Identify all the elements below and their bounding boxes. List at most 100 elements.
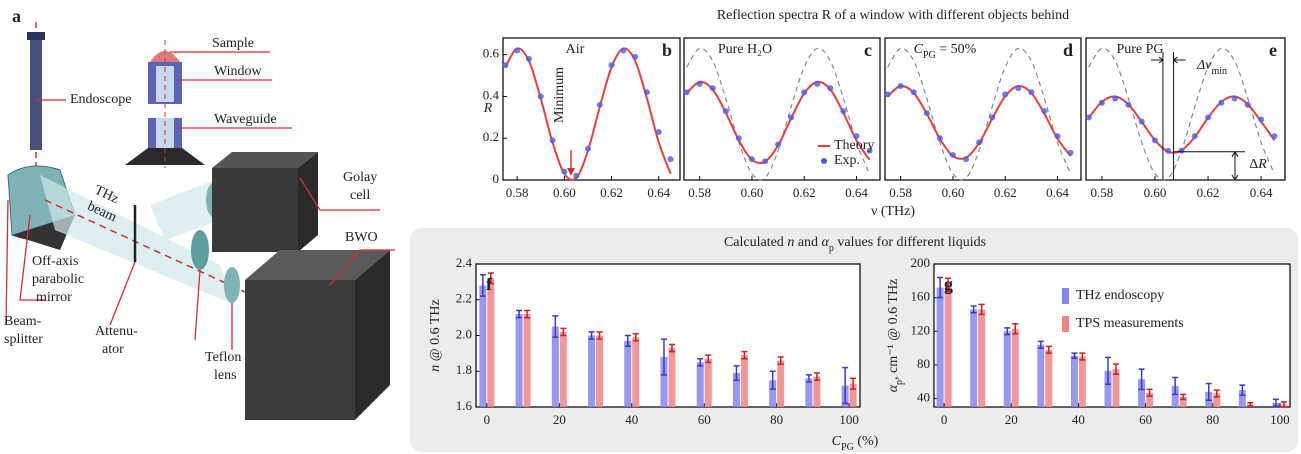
legend-label: Theory bbox=[834, 138, 874, 153]
x-axis-label: CPG (%) bbox=[832, 434, 879, 453]
y-tick-label: 1.8 bbox=[456, 362, 472, 377]
text-part: Δ bbox=[1249, 157, 1258, 172]
bar bbox=[624, 340, 632, 407]
data-point bbox=[1125, 101, 1132, 108]
text-part: and bbox=[794, 235, 821, 250]
data-point bbox=[775, 141, 782, 148]
error-bar bbox=[524, 309, 531, 319]
bar bbox=[732, 373, 740, 407]
x-tick-label: 0.64 bbox=[1046, 185, 1069, 200]
bar bbox=[1238, 390, 1246, 407]
data-point bbox=[1041, 108, 1048, 115]
beam-axis bbox=[44, 199, 246, 293]
bar bbox=[944, 285, 952, 407]
text-part: p bbox=[894, 380, 905, 385]
legend-label: THz endoscopy bbox=[1076, 288, 1164, 303]
y-axis-label: αp, cm⁻¹ @ 0.6 THz bbox=[886, 279, 905, 393]
error-bar bbox=[978, 303, 985, 316]
error-bar bbox=[805, 374, 812, 383]
error-bar bbox=[1272, 398, 1279, 407]
label: ator bbox=[102, 342, 124, 357]
error-bar bbox=[1213, 389, 1220, 398]
bar bbox=[551, 326, 559, 407]
plot-frame bbox=[1085, 37, 1286, 181]
text-part: Pure H₂O bbox=[718, 42, 772, 57]
data-point bbox=[696, 80, 703, 87]
error-bar bbox=[1247, 402, 1254, 407]
error-bar bbox=[842, 366, 849, 405]
data-point bbox=[525, 55, 532, 62]
x-tick-label: 80 bbox=[770, 412, 783, 427]
text-part: p bbox=[829, 243, 834, 254]
error-bar bbox=[1146, 388, 1153, 397]
bar bbox=[769, 380, 777, 407]
x-tick-label: 80 bbox=[1206, 412, 1219, 427]
error-bar bbox=[552, 315, 559, 339]
text-part: α bbox=[886, 384, 901, 392]
y-tick-label: 80 bbox=[917, 356, 930, 371]
leader bbox=[5, 199, 9, 326]
data-point bbox=[814, 80, 821, 87]
x-tick-label: 0.62 bbox=[994, 185, 1017, 200]
text-part: @ 0.6 THz bbox=[428, 299, 443, 365]
annotation: CPG = 50% bbox=[914, 42, 977, 61]
bar bbox=[523, 314, 531, 407]
plot-frame bbox=[683, 37, 881, 181]
error-bar bbox=[560, 327, 567, 337]
data-point bbox=[502, 62, 509, 69]
legend-symbol bbox=[821, 158, 827, 164]
text-part: R bbox=[1257, 157, 1267, 172]
data-point bbox=[827, 85, 834, 92]
data-point bbox=[561, 168, 568, 175]
data-point bbox=[573, 172, 580, 179]
label: Window bbox=[214, 64, 263, 79]
x-tick-label: 0.58 bbox=[1091, 185, 1114, 200]
bar bbox=[740, 355, 748, 407]
golay-side bbox=[298, 152, 318, 252]
data-point bbox=[897, 83, 904, 90]
panel-letter: b bbox=[662, 40, 672, 60]
data-point bbox=[1191, 133, 1198, 140]
bar bbox=[1045, 349, 1053, 407]
data-point bbox=[1178, 147, 1185, 154]
teflon-lens-shape bbox=[224, 267, 240, 303]
sample-shape bbox=[150, 51, 180, 62]
text-part: PG bbox=[923, 50, 936, 61]
error-bar bbox=[1280, 401, 1287, 408]
bar bbox=[1179, 396, 1187, 407]
group-title: Calculated n and αp values for different… bbox=[724, 235, 986, 254]
leader bbox=[19, 214, 45, 301]
bar bbox=[805, 378, 813, 407]
data-point bbox=[709, 85, 716, 92]
minimum-arrowhead bbox=[567, 168, 575, 176]
bar bbox=[1070, 355, 1078, 407]
data-point bbox=[1165, 147, 1172, 154]
annotation: Δνmin bbox=[1196, 58, 1227, 77]
bar bbox=[588, 335, 596, 407]
panel-letter: c bbox=[864, 40, 872, 60]
label: splitter bbox=[4, 332, 43, 347]
label: Beam- bbox=[4, 314, 42, 329]
label: lens bbox=[214, 368, 237, 383]
error-bar bbox=[1045, 345, 1052, 354]
x-tick-label: 0.62 bbox=[1197, 185, 1220, 200]
y-tick-label: 120 bbox=[911, 322, 931, 337]
data-point bbox=[1015, 85, 1022, 92]
plot-frame bbox=[502, 37, 681, 181]
bar bbox=[596, 335, 604, 407]
bar bbox=[479, 285, 487, 407]
error-bar bbox=[733, 365, 740, 381]
text-part: n bbox=[428, 365, 443, 372]
legend-label: Exp. bbox=[834, 153, 860, 168]
error-bar bbox=[624, 334, 631, 347]
bwo-side bbox=[355, 250, 390, 420]
annotation: Air bbox=[566, 42, 585, 57]
error-bar bbox=[1239, 384, 1246, 396]
error-bar bbox=[769, 370, 776, 390]
y-tick-label: 2.4 bbox=[456, 255, 473, 270]
thz-beam bbox=[40, 175, 235, 305]
bar bbox=[1037, 344, 1045, 407]
bar bbox=[668, 348, 676, 407]
error-bar bbox=[516, 309, 523, 319]
x-tick-label: 0.64 bbox=[1250, 185, 1273, 200]
